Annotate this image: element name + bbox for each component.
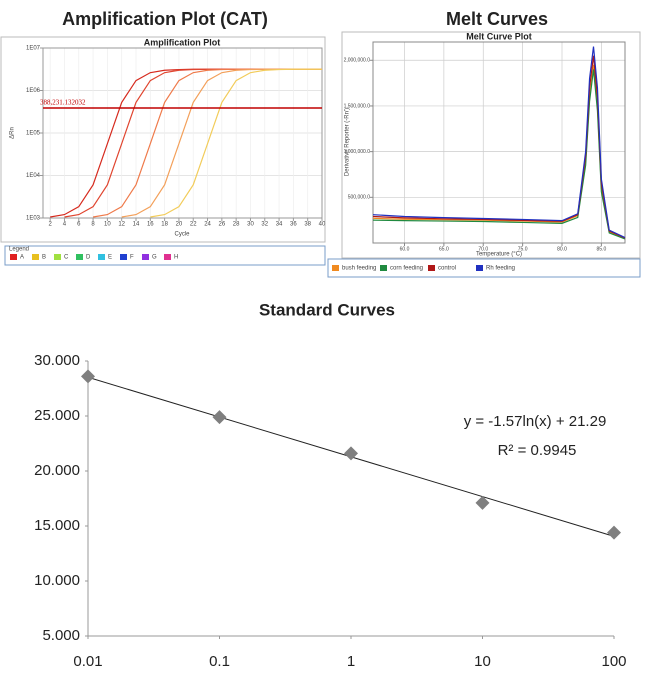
x-axis-title: Temperature (°C): [476, 252, 522, 258]
x-tick-label: 10: [474, 653, 491, 670]
x-tick-label: 24: [204, 222, 211, 228]
legend-label: E: [108, 255, 112, 261]
legend-swatch: [164, 254, 171, 260]
y-tick-label: 2,000,000.0: [344, 58, 371, 64]
y-tick-label: 20.000: [34, 462, 80, 479]
plot-title: Melt Curve Plot: [466, 31, 532, 41]
x-tick-label: 36: [290, 222, 297, 228]
x-tick-label: 18: [161, 222, 168, 228]
point: [344, 446, 358, 461]
y-tick-label: 1E07: [26, 46, 41, 52]
x-tick-label: 85.0: [597, 246, 607, 252]
y-tick-label: 1E06: [26, 88, 41, 94]
r-squared: R² = 0.9945: [498, 442, 577, 459]
legend-swatch: [332, 265, 339, 271]
x-tick-label: 8: [91, 222, 95, 228]
legend-label: D: [86, 255, 91, 261]
x-tick-label: 20: [176, 222, 183, 228]
x-tick-label: 14: [133, 222, 140, 228]
plot-area: [372, 41, 626, 244]
x-tick-label: 30: [247, 222, 254, 228]
legend-label: corn feeding: [390, 266, 423, 272]
legend-label: bush feeding: [342, 266, 376, 272]
legend-label: control: [438, 266, 456, 272]
point: [212, 410, 227, 425]
series-line: [372, 46, 626, 239]
x-tick-label: 12: [118, 222, 125, 228]
x-tick-label: 26: [219, 222, 226, 228]
y-tick-label: 15.000: [34, 517, 80, 534]
x-tick-label: 0.1: [209, 653, 230, 670]
point: [81, 369, 95, 384]
y-tick-label: 1,000,000.0: [344, 149, 371, 155]
x-tick-label: 1: [347, 653, 355, 670]
legend-swatch: [476, 265, 483, 271]
plot-area: [42, 47, 323, 219]
x-tick-label: 75.0: [518, 246, 528, 252]
legend-title: Legend: [9, 247, 29, 253]
y-tick-label: 1E05: [26, 131, 41, 137]
x-tick-label: 6: [77, 222, 81, 228]
legend-label: A: [20, 255, 24, 261]
x-tick-label: 100: [601, 653, 626, 670]
threshold-label: 388,231.132032: [40, 99, 86, 107]
y-tick-label: 1E04: [26, 173, 41, 179]
trend-equation: y = -1.57ln(x) + 21.29: [464, 413, 607, 430]
x-tick-label: 65.0: [439, 246, 449, 252]
legend-label: G: [152, 255, 157, 261]
y-axis-title: Derivative Reporter (-Rn'): [345, 108, 351, 176]
amp-frame: [0, 36, 326, 243]
x-tick-label: 22: [190, 222, 197, 228]
point: [475, 495, 490, 510]
x-tick-label: 80.0: [557, 246, 567, 252]
legend-swatch: [142, 254, 149, 260]
series-line: [150, 68, 322, 218]
x-tick-label: 32: [261, 222, 268, 228]
legend-label: Rh feeding: [486, 266, 515, 272]
legend-swatch: [98, 254, 105, 260]
legend-label: B: [42, 255, 46, 261]
legend-swatch: [32, 254, 39, 260]
x-tick-label: 4: [63, 222, 67, 228]
x-tick-label: 28: [233, 222, 240, 228]
x-tick-label: 40: [319, 222, 326, 228]
x-tick-label: 38: [304, 222, 311, 228]
x-tick-label: 70.0: [478, 246, 488, 252]
y-axis-title: ΔRn: [10, 127, 16, 139]
x-tick-label: 10: [104, 222, 111, 228]
x-tick-label: 0.01: [73, 653, 102, 670]
legend-label: C: [64, 255, 69, 261]
legend-swatch: [380, 265, 387, 271]
x-tick-label: 16: [147, 222, 154, 228]
plot-title: Amplification Plot: [144, 37, 221, 47]
legend-swatch: [76, 254, 83, 260]
chart-title: Standard Curves: [259, 300, 395, 319]
y-tick-label: 5.000: [42, 627, 80, 644]
y-tick-label: 500,000.0: [348, 195, 370, 201]
x-tick-label: 60.0: [400, 246, 410, 252]
legend-label: F: [130, 255, 134, 261]
y-tick-label: 30.000: [34, 352, 80, 369]
point: [607, 525, 621, 540]
chart-title: Melt Curves: [446, 9, 548, 29]
legend-swatch: [54, 254, 61, 260]
x-tick-label: 2: [48, 222, 52, 228]
y-tick-label: 25.000: [34, 407, 80, 424]
y-tick-label: 1E03: [26, 216, 41, 222]
y-tick-label: 10.000: [34, 572, 80, 589]
melt-legend-box: [327, 258, 641, 278]
legend-swatch: [120, 254, 127, 260]
legend-label: H: [174, 255, 178, 261]
legend-swatch: [10, 254, 17, 260]
x-axis-title: Cycle: [174, 232, 190, 238]
y-tick-label: 1,500,000.0: [344, 103, 371, 109]
x-tick-label: 34: [276, 222, 283, 228]
legend-swatch: [428, 265, 435, 271]
chart-title: Amplification Plot (CAT): [62, 9, 268, 29]
